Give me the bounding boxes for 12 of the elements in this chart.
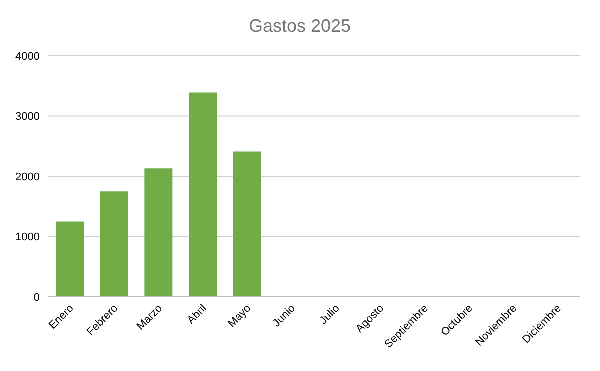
bar <box>189 92 217 297</box>
bar <box>56 222 84 297</box>
bar <box>233 152 262 297</box>
bar <box>144 168 173 297</box>
y-tick-label: 1000 <box>16 232 40 244</box>
x-tick-label: Julio <box>318 302 342 328</box>
y-tick-label: 4000 <box>16 50 40 63</box>
bar <box>100 192 128 297</box>
y-tick-label: 2000 <box>16 171 40 184</box>
y-tick-label: 3000 <box>16 111 40 124</box>
y-tick-label: 0 <box>34 292 40 304</box>
chart-title: Gastos 2025 <box>248 16 352 37</box>
